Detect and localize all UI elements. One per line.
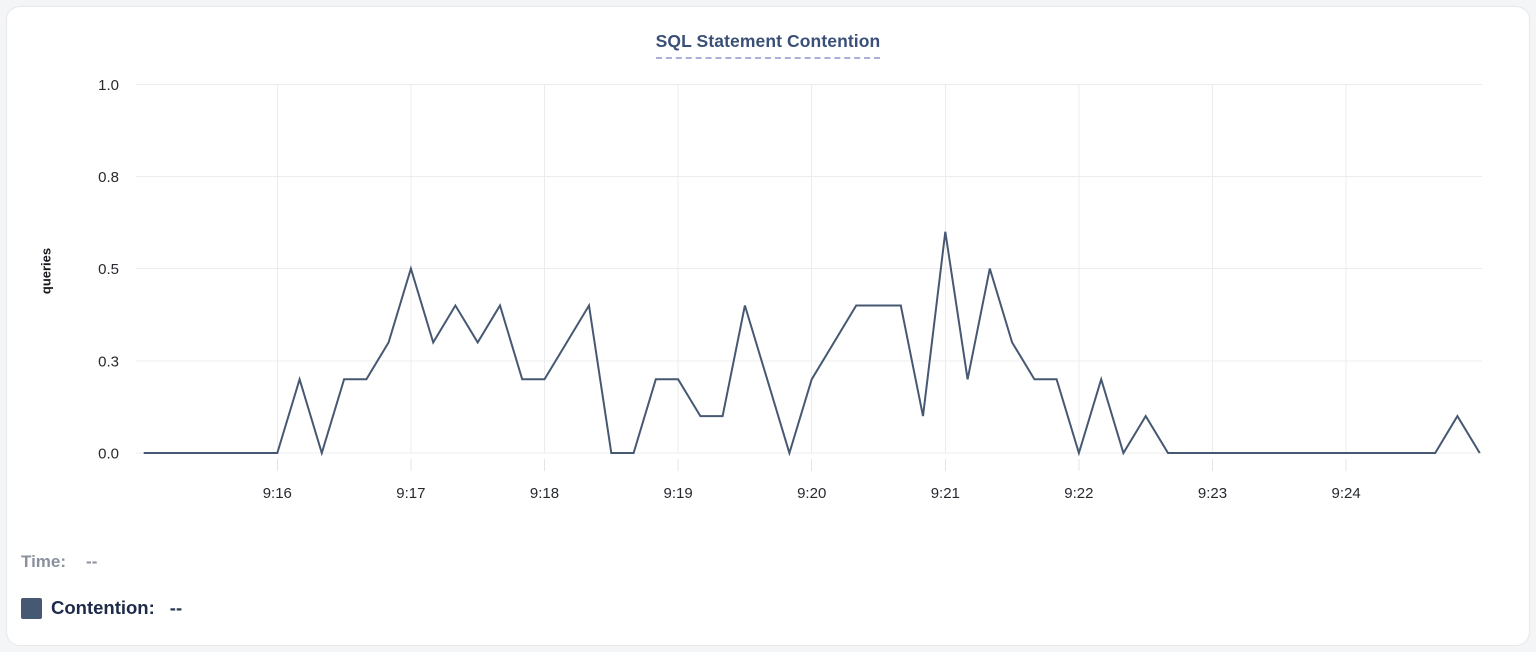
time-value: -- bbox=[86, 552, 98, 571]
svg-text:9:24: 9:24 bbox=[1331, 485, 1360, 502]
y-axis-labels: 0.0 0.3 0.5 0.8 1.0 bbox=[98, 77, 119, 463]
grid bbox=[136, 83, 1482, 471]
series-line-contention bbox=[143, 231, 1481, 457]
time-label: Time: bbox=[21, 552, 67, 571]
svg-text:9:17: 9:17 bbox=[396, 485, 425, 502]
chart-panel: SQL Statement Contention queries 0.0 0.3 0… bbox=[6, 6, 1530, 646]
svg-text:1.0: 1.0 bbox=[98, 77, 119, 94]
hover-readout-contention: Contention: -- bbox=[21, 593, 182, 623]
contention-label: Contention: bbox=[51, 597, 155, 618]
contention-value: -- bbox=[169, 597, 183, 618]
svg-text:9:21: 9:21 bbox=[931, 485, 960, 502]
hover-readout-time: Time: -- bbox=[21, 547, 97, 577]
svg-text:9:22: 9:22 bbox=[1064, 485, 1093, 502]
svg-text:9:19: 9:19 bbox=[663, 485, 692, 502]
y-axis-title: queries bbox=[38, 247, 54, 295]
svg-text:0.5: 0.5 bbox=[98, 261, 119, 278]
chart-title[interactable]: SQL Statement Contention bbox=[655, 31, 881, 59]
svg-text:9:18: 9:18 bbox=[530, 485, 559, 502]
contention-line-chart[interactable]: 0.00.30.50.81.09:16 9:17 9:18 9:19 9:20 9:21 9… bbox=[7, 7, 1529, 645]
contention-series-swatch bbox=[21, 597, 42, 619]
svg-text:0.0: 0.0 bbox=[98, 446, 119, 463]
svg-text:9:16: 9:16 bbox=[263, 485, 292, 502]
x-axis-labels: 9:16 9:17 9:18 9:19 9:20 9:21 9:22 9:23 9:24 bbox=[263, 485, 1361, 502]
svg-text:9:23: 9:23 bbox=[1198, 485, 1227, 502]
svg-text:0.3: 0.3 bbox=[98, 353, 119, 370]
svg-text:0.8: 0.8 bbox=[98, 169, 119, 186]
chart-header: SQL Statement Contention bbox=[7, 31, 1529, 59]
svg-text:9:20: 9:20 bbox=[797, 485, 826, 502]
